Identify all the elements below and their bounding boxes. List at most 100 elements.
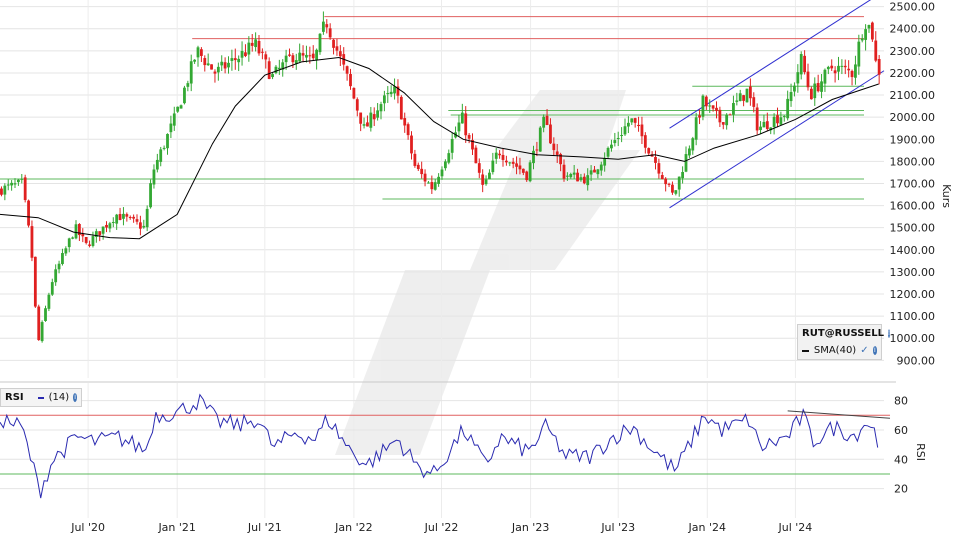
candle-body xyxy=(108,223,112,229)
rsi-grid xyxy=(0,383,884,518)
candle-body xyxy=(67,238,71,248)
candle-body xyxy=(515,163,518,167)
candle-body xyxy=(277,67,281,70)
candle-body xyxy=(88,244,91,246)
price-panel: 2500.00 2400.00 2300.00 2200.00 2100.00 2000.… xyxy=(0,0,953,455)
candle-body xyxy=(704,96,708,107)
instrument-name: RUT@RUSSELL xyxy=(802,328,884,339)
candle-body xyxy=(47,294,51,309)
price-legend: RUT@RUSSELL i SMA(40) ✓ i xyxy=(797,324,890,360)
candle-body xyxy=(74,224,78,239)
legend-instrument[interactable]: RUT@RUSSELL i xyxy=(798,325,890,342)
candle-body xyxy=(589,170,593,175)
candle-body xyxy=(471,139,474,150)
candle-body xyxy=(637,124,640,127)
candle-body xyxy=(596,169,600,175)
candle-body xyxy=(755,107,759,131)
candle-body xyxy=(240,51,244,58)
candle-body xyxy=(264,54,268,60)
candle-body xyxy=(250,42,254,46)
legend-sma[interactable]: SMA(40) ✓ i xyxy=(798,342,881,359)
candle-body xyxy=(33,256,37,307)
candle-body xyxy=(748,86,752,99)
candle-body xyxy=(101,226,105,234)
candle-body xyxy=(199,49,203,56)
candle-body xyxy=(125,214,129,217)
candle-body xyxy=(305,54,308,58)
candle-body xyxy=(738,93,742,102)
candle-body xyxy=(321,21,325,32)
candle-body xyxy=(681,171,685,179)
candle-body xyxy=(227,62,230,68)
candle-body xyxy=(657,163,661,174)
candle-body xyxy=(549,124,552,144)
info-icon[interactable]: i xyxy=(73,393,77,402)
candle-body xyxy=(355,99,359,111)
candle-body xyxy=(128,217,132,219)
candle-body xyxy=(725,114,729,126)
candle-body xyxy=(847,68,851,71)
price-y-tick-label: 2500.00 xyxy=(890,1,936,14)
x-tick-label: Jan '23 xyxy=(511,521,549,534)
candle-body xyxy=(742,95,746,101)
candle-body xyxy=(386,93,390,95)
channel-lower-line xyxy=(669,70,885,209)
candle-body xyxy=(552,143,556,151)
candle-body xyxy=(10,182,14,186)
candle-body xyxy=(806,71,810,88)
price-y-tick-label: 1300.00 xyxy=(890,266,936,279)
candle-body xyxy=(532,150,535,164)
rsi-panel: 80 60 40 20 RSI xyxy=(0,383,927,518)
candle-body xyxy=(796,72,800,84)
legend-rsi[interactable]: RSI (14) i xyxy=(1,389,81,406)
candle-body xyxy=(162,147,166,149)
price-y-axis: 2500.00 2400.00 2300.00 2200.00 2100.00 2000.… xyxy=(890,1,936,368)
candle-body xyxy=(711,105,715,109)
rsi-period: (14) xyxy=(48,392,70,403)
candle-body xyxy=(84,237,88,243)
candle-body xyxy=(260,51,264,53)
candle-body xyxy=(603,158,607,166)
candle-body xyxy=(91,236,95,246)
candle-body xyxy=(732,102,735,115)
candle-body xyxy=(142,225,146,228)
check-icon[interactable]: ✓ xyxy=(860,345,869,356)
candle-body xyxy=(467,135,471,139)
candle-body xyxy=(176,106,180,112)
candle-body xyxy=(555,151,559,155)
candle-body xyxy=(138,222,142,229)
candle-body xyxy=(860,38,864,41)
x-tick-label: Jul '24 xyxy=(778,521,813,534)
candle-body xyxy=(189,61,193,84)
candle-body xyxy=(318,33,322,53)
candle-body xyxy=(172,113,176,126)
price-y-tick-label: 1500.00 xyxy=(890,222,936,235)
candle-body xyxy=(769,127,773,131)
candle-body xyxy=(528,162,532,182)
candle-body xyxy=(379,104,383,112)
candle-body xyxy=(542,116,546,128)
candle-body xyxy=(823,69,827,84)
candle-body xyxy=(423,173,427,182)
candle-body xyxy=(13,183,17,185)
candle-body xyxy=(254,39,258,48)
candle-body xyxy=(77,224,81,236)
candle-body xyxy=(576,172,579,182)
info-icon[interactable]: i xyxy=(888,329,890,338)
rsi-swatch xyxy=(37,396,44,399)
candle-body xyxy=(687,148,691,156)
info-icon[interactable]: i xyxy=(872,346,877,355)
candle-body xyxy=(393,86,396,94)
candle-body xyxy=(535,149,539,151)
candle-body xyxy=(152,169,156,185)
rsi-divergence-line xyxy=(787,410,891,419)
x-tick-label: Jan '22 xyxy=(334,521,372,534)
candle-body xyxy=(789,92,793,102)
candle-body xyxy=(606,147,610,157)
sma-label: SMA(40) xyxy=(813,345,857,356)
candle-body xyxy=(464,113,468,136)
rsi-y-axis: 80 60 40 20 xyxy=(894,395,908,496)
candle-body xyxy=(98,231,102,236)
x-tick-label: Jul '20 xyxy=(70,521,105,534)
candle-body xyxy=(179,105,183,109)
